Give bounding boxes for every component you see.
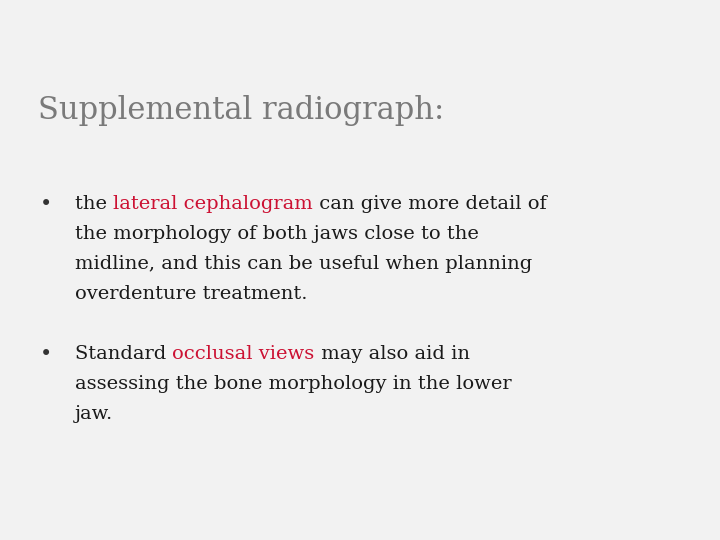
- Text: overdenture treatment.: overdenture treatment.: [75, 285, 307, 303]
- Text: the morphology of both jaws close to the: the morphology of both jaws close to the: [75, 225, 479, 243]
- Text: •: •: [40, 345, 53, 364]
- Text: lateral cephalogram: lateral cephalogram: [113, 195, 313, 213]
- Text: can give more detail of: can give more detail of: [313, 195, 546, 213]
- Text: Supplemental radiograph:: Supplemental radiograph:: [38, 95, 444, 126]
- Text: jaw.: jaw.: [75, 405, 113, 423]
- Text: Standard: Standard: [75, 345, 173, 363]
- Text: assessing the bone morphology in the lower: assessing the bone morphology in the low…: [75, 375, 512, 393]
- Text: midline, and this can be useful when planning: midline, and this can be useful when pla…: [75, 255, 532, 273]
- Text: may also aid in: may also aid in: [315, 345, 469, 363]
- Text: occlusal views: occlusal views: [173, 345, 315, 363]
- Text: •: •: [40, 195, 53, 214]
- Text: the: the: [75, 195, 113, 213]
